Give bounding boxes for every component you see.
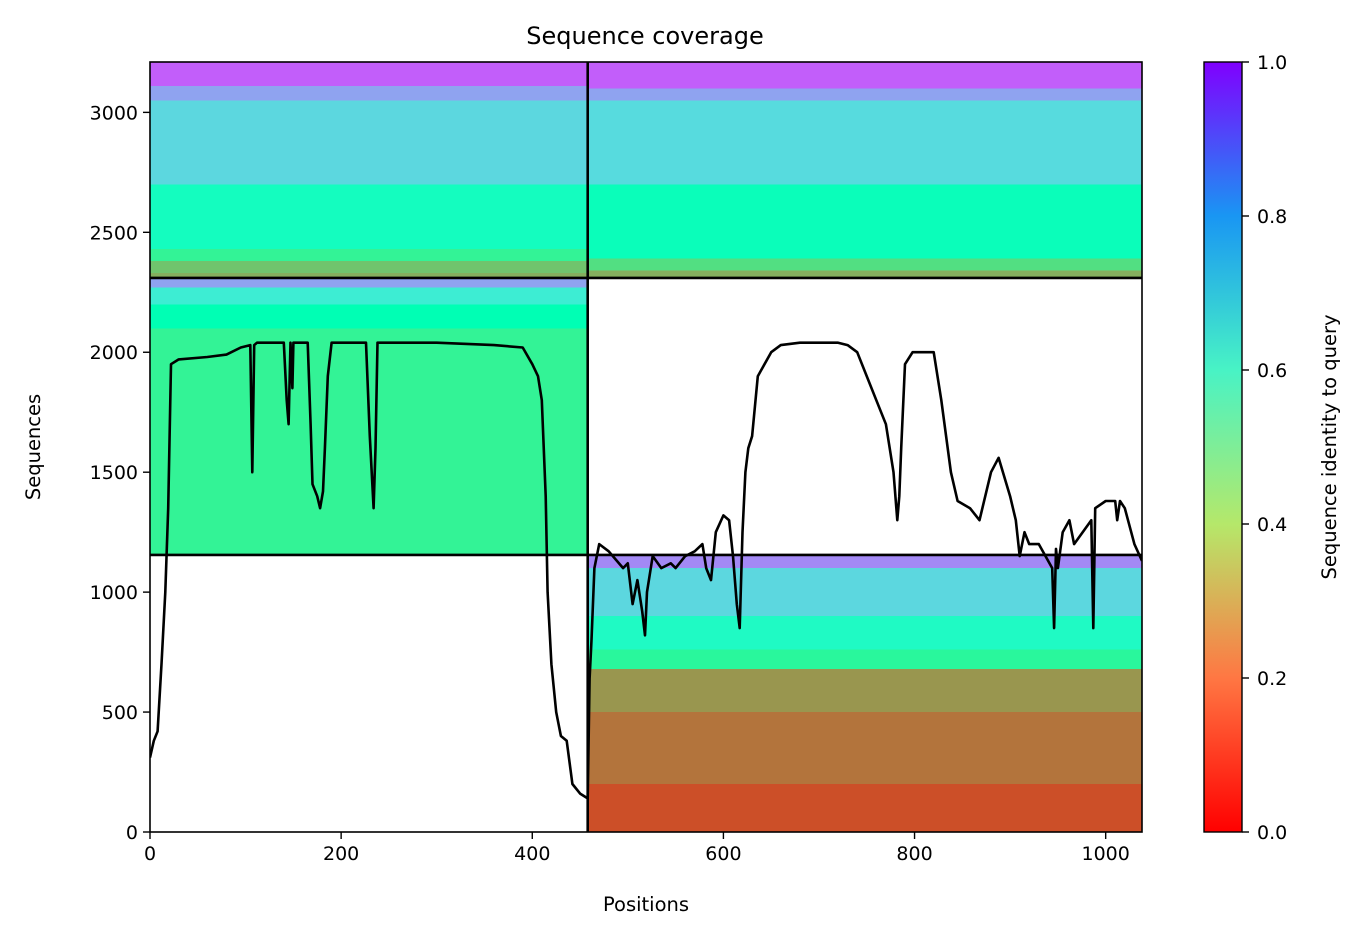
- y-axis-ticks: 0 500 1000 1500 2000 2500 3000: [90, 102, 150, 844]
- coverage-band: [587, 88, 1142, 101]
- x-tick-label: 600: [705, 843, 741, 865]
- coverage-band: [587, 616, 1142, 650]
- colorbar-tick-label: 0.6: [1257, 360, 1287, 382]
- y-tick-label: 2500: [90, 222, 138, 244]
- x-tick-label: 800: [896, 843, 932, 865]
- coverage-band: [587, 270, 1142, 278]
- coverage-band: [587, 100, 1142, 185]
- coverage-band: [150, 287, 588, 305]
- x-axis-label: Positions: [603, 893, 689, 916]
- x-tick-label: 200: [323, 843, 359, 865]
- chart-title: Sequence coverage: [526, 22, 763, 50]
- colorbar-ticks: 0.0 0.2 0.4 0.6 0.8 1.0: [1242, 52, 1287, 844]
- coverage-band: [150, 62, 588, 86]
- coverage-band: [587, 258, 1142, 271]
- coverage-band: [150, 304, 588, 329]
- coverage-heatmap: [150, 62, 1142, 832]
- x-axis-ticks: 0 200 400 600 800 1000: [144, 832, 1130, 865]
- coverage-band: [150, 184, 588, 250]
- y-tick-label: 1500: [90, 462, 138, 484]
- colorbar-tick-label: 0.0: [1257, 822, 1287, 844]
- coverage-band: [150, 277, 588, 288]
- x-tick-label: 1000: [1082, 843, 1130, 865]
- coverage-band: [587, 649, 1142, 669]
- coverage-band: [150, 85, 588, 101]
- y-axis-label: Sequences: [22, 394, 45, 500]
- y-tick-label: 500: [102, 702, 138, 724]
- coverage-band: [587, 668, 1142, 713]
- y-tick-label: 0: [126, 822, 138, 844]
- colorbar-tick-label: 0.2: [1257, 668, 1287, 690]
- coverage-band: [150, 249, 588, 262]
- colorbar: [1203, 61, 1243, 833]
- coverage-band: [150, 273, 588, 278]
- coverage-band: [587, 62, 1142, 89]
- y-tick-label: 2000: [90, 342, 138, 364]
- coverage-band: [587, 184, 1142, 259]
- coverage-band: [587, 784, 1142, 832]
- colorbar-label: Sequence identity to query: [1318, 314, 1341, 579]
- chain-boundaries: [150, 62, 1142, 832]
- coverage-band: [150, 261, 588, 274]
- x-tick-label: 400: [514, 843, 550, 865]
- coverage-band: [587, 554, 1142, 569]
- coverage-line: [150, 341, 1142, 800]
- coverage-band: [150, 100, 588, 185]
- coverage-band: [587, 712, 1142, 785]
- y-tick-label: 3000: [90, 102, 138, 124]
- colorbar-tick-label: 0.4: [1257, 514, 1287, 536]
- coverage-band: [587, 568, 1142, 617]
- colorbar-tick-label: 1.0: [1257, 52, 1287, 74]
- y-tick-label: 1000: [90, 582, 138, 604]
- x-tick-label: 0: [144, 843, 156, 865]
- colorbar-tick-label: 0.8: [1257, 206, 1287, 228]
- coverage-line-layer: [150, 341, 1142, 800]
- plot-frame: [149, 61, 1143, 833]
